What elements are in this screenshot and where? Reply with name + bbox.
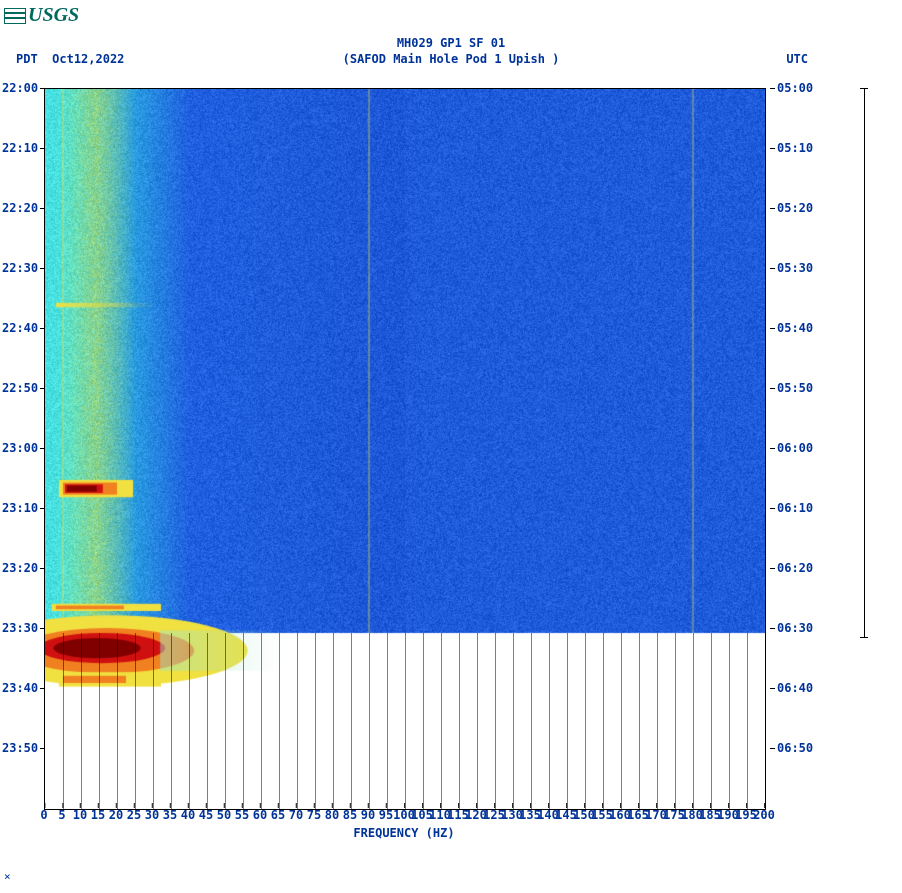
y-right-tick: 06:00 [770, 441, 813, 455]
tz-left-label: PDT Oct12,2022 [16, 52, 124, 66]
x-tick: 60 [253, 808, 267, 822]
secondary-axis-bar [864, 88, 865, 638]
tz-right-label: UTC [786, 52, 808, 66]
usgs-logo: USGS [4, 4, 79, 27]
x-tick: 35 [163, 808, 177, 822]
title-line-1: MH029 GP1 SF 01 [0, 36, 902, 50]
y-left-tick: 22:30 [2, 261, 45, 275]
y-left-tick: 23:30 [2, 621, 45, 635]
y-right-tick: 06:30 [770, 621, 813, 635]
footnote-marker: × [4, 870, 11, 883]
y-right-tick: 05:10 [770, 141, 813, 155]
x-tick: 90 [361, 808, 375, 822]
y-left-tick: 22:40 [2, 321, 45, 335]
y-left-tick: 23:20 [2, 561, 45, 575]
logo-text: USGS [28, 4, 79, 26]
x-tick: 5 [58, 808, 65, 822]
y-right-tick: 06:40 [770, 681, 813, 695]
y-left-tick: 23:10 [2, 501, 45, 515]
x-tick: 30 [145, 808, 159, 822]
y-left-tick: 22:00 [2, 81, 45, 95]
x-tick: 200 [753, 808, 775, 822]
x-tick: 75 [307, 808, 321, 822]
x-tick: 55 [235, 808, 249, 822]
x-tick: 40 [181, 808, 195, 822]
x-tick: 15 [91, 808, 105, 822]
y-left-tick: 23:50 [2, 741, 45, 755]
y-right-tick: 05:50 [770, 381, 813, 395]
x-tick: 70 [289, 808, 303, 822]
y-right-tick: 05:00 [770, 81, 813, 95]
y-left-tick: 22:20 [2, 201, 45, 215]
x-tick: 50 [217, 808, 231, 822]
x-tick: 95 [379, 808, 393, 822]
x-tick: 20 [109, 808, 123, 822]
y-right-tick: 05:40 [770, 321, 813, 335]
x-axis-label: FREQUENCY (HZ) [44, 826, 764, 840]
y-right-tick: 06:50 [770, 741, 813, 755]
y-left-tick: 22:10 [2, 141, 45, 155]
x-tick: 10 [73, 808, 87, 822]
title-line-2: (SAFOD Main Hole Pod 1 Upish ) [0, 52, 902, 66]
flag-icon [4, 8, 26, 24]
x-tick: 65 [271, 808, 285, 822]
spectrogram-plot [44, 88, 766, 810]
y-right-tick: 05:30 [770, 261, 813, 275]
x-axis-ticks: 0510152025303540455055606570758085909510… [44, 808, 764, 828]
y-right-tick: 06:10 [770, 501, 813, 515]
y-left-tick: 23:00 [2, 441, 45, 455]
x-tick: 85 [343, 808, 357, 822]
x-tick: 0 [40, 808, 47, 822]
y-right-tick: 06:20 [770, 561, 813, 575]
y-left-tick: 23:40 [2, 681, 45, 695]
y-left-tick: 22:50 [2, 381, 45, 395]
y-right-tick: 05:20 [770, 201, 813, 215]
x-tick: 25 [127, 808, 141, 822]
spectrogram-canvas [45, 89, 765, 809]
chart-header: MH029 GP1 SF 01 (SAFOD Main Hole Pod 1 U… [0, 36, 902, 66]
x-tick: 80 [325, 808, 339, 822]
y-axis-right: 05:0005:1005:2005:3005:4005:5006:0006:10… [766, 88, 810, 808]
x-tick: 45 [199, 808, 213, 822]
y-axis-left: 22:0022:1022:2022:3022:4022:5023:0023:10… [0, 88, 44, 808]
